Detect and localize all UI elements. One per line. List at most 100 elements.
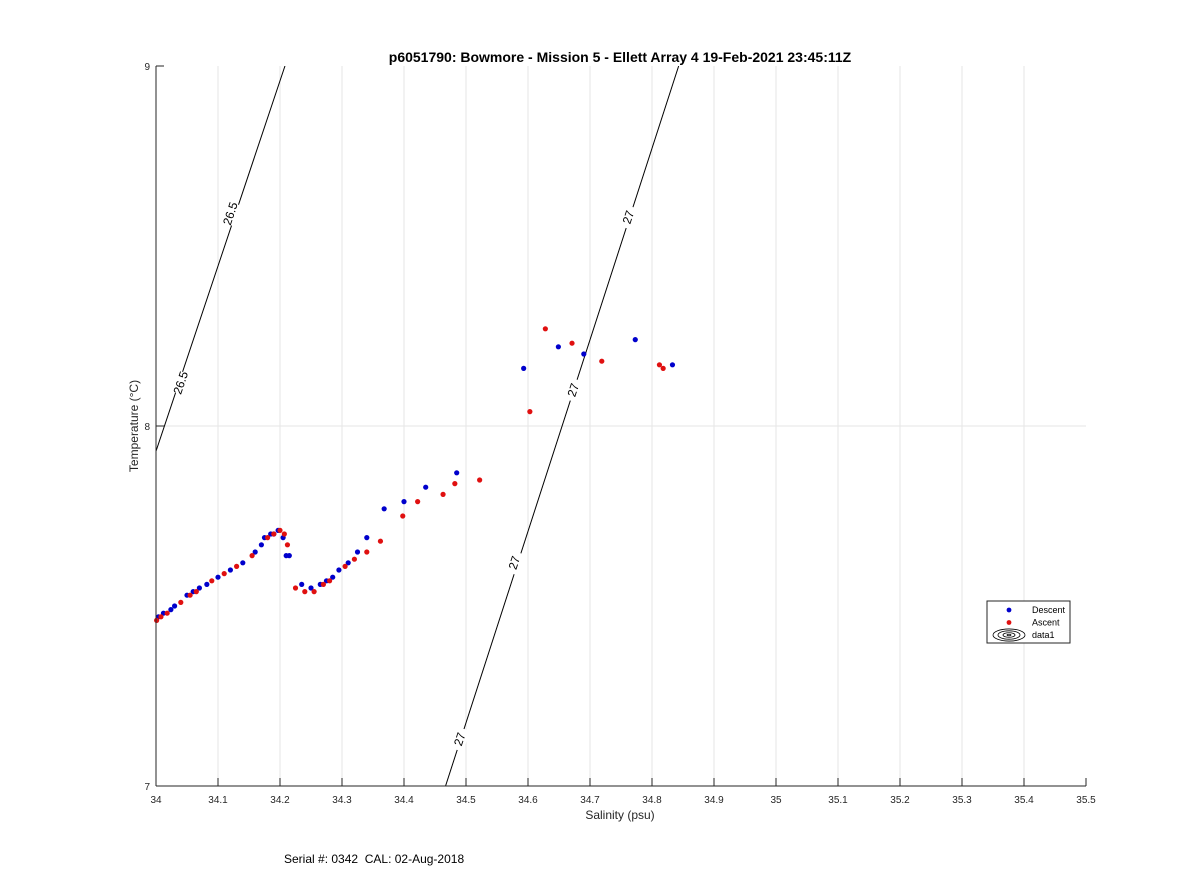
ascent-point xyxy=(187,592,193,598)
x-tick-label: 34 xyxy=(150,795,162,806)
ascent-point xyxy=(364,549,370,555)
ascent-point xyxy=(284,542,291,548)
x-tick-label: 34.5 xyxy=(456,795,476,806)
ascent-point xyxy=(377,538,384,544)
ascent-point xyxy=(440,491,446,497)
contour-label: 27 xyxy=(565,381,583,398)
contour-label-gap xyxy=(504,550,525,576)
y-axis-label: Temperature (°C) xyxy=(127,380,141,472)
contour-label: 27 xyxy=(506,554,524,571)
descent-point xyxy=(172,603,178,609)
contour-label: 27 xyxy=(451,730,469,747)
ascent-point xyxy=(415,499,421,505)
contour-label-gap xyxy=(170,370,191,396)
ascent-point xyxy=(660,365,666,371)
contour-label: 27 xyxy=(620,208,638,225)
x-tick-label: 34.1 xyxy=(208,795,228,806)
x-tick-label: 34.7 xyxy=(580,795,600,806)
ascent-point xyxy=(249,553,255,559)
legend-box xyxy=(986,600,1071,644)
x-tick-label: 34.4 xyxy=(394,795,414,806)
ascent-point xyxy=(569,340,575,346)
legend-label-descent: Descent xyxy=(1032,605,1066,615)
descent-point xyxy=(204,581,210,588)
series-ascent xyxy=(154,326,666,624)
ascent-point xyxy=(320,581,326,588)
ascent-point xyxy=(164,610,170,616)
descent-point xyxy=(454,470,460,476)
legend-contour-icon xyxy=(992,628,1026,642)
ascent-point xyxy=(158,614,164,620)
descent-point xyxy=(286,553,292,559)
ascent-point xyxy=(351,556,357,562)
y-tick-label: 8 xyxy=(144,422,150,433)
ascent-point xyxy=(193,589,199,595)
ascent-point xyxy=(342,563,348,570)
x-tick-label: 34.6 xyxy=(518,795,538,806)
descent-point xyxy=(299,581,305,588)
legend: Descent Ascent data1 xyxy=(986,600,1071,644)
ascent-point xyxy=(400,513,406,519)
x-tick-label: 35 xyxy=(770,795,782,806)
descent-point xyxy=(215,574,221,580)
ascent-point xyxy=(452,481,458,487)
series-descent xyxy=(155,337,676,620)
descent-point xyxy=(196,585,202,591)
legend-contour-icon xyxy=(1006,633,1012,637)
ascent-point xyxy=(221,571,227,577)
ascent-point xyxy=(234,563,240,570)
x-tick-label: 35.5 xyxy=(1076,795,1096,806)
legend-contour-icon xyxy=(1002,632,1016,638)
legend-marker-ascent xyxy=(1006,620,1012,625)
legend-marker-descent xyxy=(1006,607,1012,613)
descent-point xyxy=(345,560,351,566)
ascent-point xyxy=(477,477,483,483)
descent-point xyxy=(240,560,246,566)
x-tick-label: 35.4 xyxy=(1014,795,1034,806)
contour-label: 26.5 xyxy=(170,369,191,396)
ascent-point xyxy=(154,617,160,624)
descent-point xyxy=(330,574,336,580)
y-tick-label: 9 xyxy=(144,62,150,73)
contour-label-gap xyxy=(563,377,584,403)
contour-label: 26.5 xyxy=(220,200,241,227)
x-tick-label: 35.2 xyxy=(890,795,910,806)
legend-label-data1: data1 xyxy=(1032,630,1055,640)
contour-label-gap xyxy=(220,200,241,227)
ascent-point xyxy=(277,527,283,534)
ascent-point xyxy=(527,409,533,415)
descent-point xyxy=(669,362,676,368)
descent-point xyxy=(381,506,387,512)
ascent-point xyxy=(302,589,308,595)
axes: 34 34.1 34.2 34.3 34.4 34.5 34.6 34.7 34.8 34.9 35… xyxy=(144,62,1096,806)
ascent-point xyxy=(178,599,184,606)
contour-line-27 xyxy=(445,66,680,786)
descent-point xyxy=(168,607,174,613)
x-tick-label: 34.9 xyxy=(704,795,724,806)
descent-point xyxy=(364,535,370,541)
x-tick-label: 35.1 xyxy=(828,795,848,806)
descent-point xyxy=(632,337,638,343)
ascent-point xyxy=(311,589,317,595)
descent-point xyxy=(336,567,342,573)
contour-label-gap xyxy=(618,204,639,230)
descent-point xyxy=(423,484,429,490)
ascent-point xyxy=(271,531,277,537)
chart-title: p6051790: Bowmore - Mission 5 - Ellett A… xyxy=(389,49,852,65)
descent-point xyxy=(227,567,233,573)
ascent-point xyxy=(281,531,287,537)
legend-contour-icon xyxy=(997,630,1021,640)
descent-point xyxy=(521,365,527,371)
descent-point xyxy=(258,542,264,548)
ascent-point xyxy=(656,362,663,368)
ascent-point xyxy=(542,326,548,332)
ascent-point xyxy=(327,578,333,584)
x-tick-label: 34.3 xyxy=(332,795,352,806)
x-axis-label: Salinity (psu) xyxy=(585,808,654,822)
descent-point xyxy=(555,344,561,350)
data-series xyxy=(154,326,676,624)
descent-point xyxy=(308,585,314,591)
legend-label-ascent: Ascent xyxy=(1032,618,1060,628)
x-tick-label: 34.2 xyxy=(270,795,290,806)
